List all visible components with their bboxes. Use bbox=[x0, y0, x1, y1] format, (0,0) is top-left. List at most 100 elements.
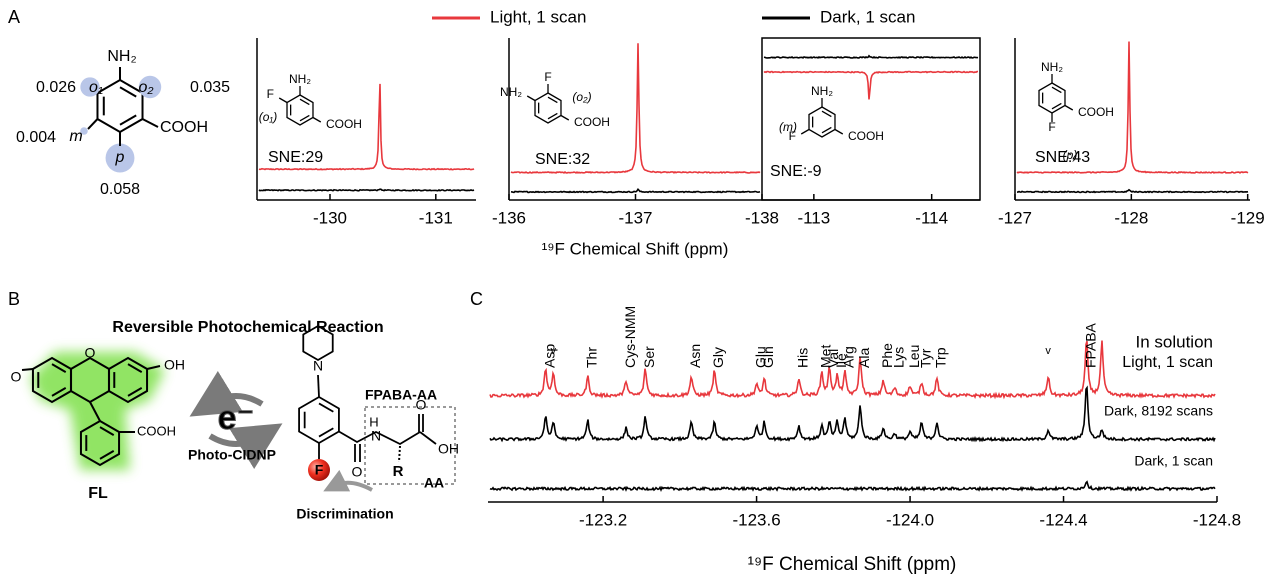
peak-label: Ser bbox=[641, 346, 657, 368]
peak-label: Glu bbox=[752, 346, 768, 368]
residue: R bbox=[393, 463, 404, 480]
site-circle bbox=[105, 143, 135, 173]
site-circle bbox=[138, 75, 162, 99]
panel-label: B bbox=[8, 289, 20, 309]
annotation: SNE:43 bbox=[1035, 149, 1090, 166]
x-tick-label: -123.6 bbox=[732, 510, 780, 529]
atom-label: O bbox=[352, 464, 363, 480]
ring bbox=[302, 324, 334, 362]
spectrum-trace bbox=[489, 340, 1216, 400]
peak-label: Lys bbox=[890, 347, 906, 368]
double-bond bbox=[1051, 102, 1062, 110]
atom-label: NH₂ bbox=[811, 84, 833, 98]
atom-label: COOH bbox=[848, 129, 884, 143]
x-tick-label: -137 bbox=[618, 208, 652, 227]
substituent: NH₂ bbox=[107, 48, 136, 65]
atom-label: COOH bbox=[326, 117, 362, 131]
double-bond bbox=[547, 112, 558, 120]
site-value: 0.004 bbox=[16, 129, 56, 146]
bond bbox=[526, 95, 536, 102]
spectrum-trace bbox=[258, 188, 475, 192]
peak-label: Thr bbox=[583, 347, 599, 368]
panel-label: A bbox=[8, 7, 20, 27]
atom-label: NH₂ bbox=[500, 85, 522, 99]
x-tick-label: -113 bbox=[797, 208, 830, 227]
site-label: o₂ bbox=[139, 79, 154, 96]
atom-label: O bbox=[416, 397, 427, 413]
atom-label: H bbox=[369, 414, 378, 429]
site-circle bbox=[80, 127, 88, 135]
amino-acid-box bbox=[364, 406, 456, 485]
double-bond bbox=[821, 126, 832, 134]
peak-label: Tyr bbox=[917, 348, 933, 368]
ring bbox=[808, 106, 836, 138]
double-bond bbox=[99, 450, 115, 460]
x-tick-label: -131 bbox=[419, 208, 453, 227]
double-bond bbox=[318, 402, 334, 413]
peak-label: Met bbox=[818, 345, 834, 368]
x-tick-label: -124.4 bbox=[1039, 510, 1087, 529]
peak-label: Ile bbox=[833, 353, 849, 368]
double-bond bbox=[299, 98, 310, 106]
arrow bbox=[189, 370, 264, 417]
panel-b-title: Reversible Photochemical Reaction bbox=[112, 319, 383, 336]
atom-label: F bbox=[267, 87, 274, 101]
peak-label: Trp bbox=[933, 347, 949, 368]
double-bond bbox=[51, 363, 67, 373]
site-value: 0.035 bbox=[190, 79, 230, 96]
atom-label: F bbox=[544, 70, 551, 84]
peak-label: Arg bbox=[841, 346, 857, 368]
double-bond bbox=[299, 114, 310, 122]
atom-label: COOH bbox=[1078, 105, 1114, 119]
bond bbox=[560, 114, 570, 121]
atom-label: O bbox=[11, 369, 22, 385]
atom-label: N bbox=[371, 428, 381, 444]
bond bbox=[800, 128, 810, 135]
process-label: Photo-CIDNP bbox=[188, 447, 276, 463]
electron: e⁻ bbox=[218, 399, 255, 437]
atom-label: O bbox=[85, 345, 96, 361]
peak-label: Asn bbox=[687, 344, 703, 368]
bond bbox=[142, 118, 159, 128]
x-tick-label: -123.2 bbox=[579, 510, 627, 529]
spectrum-trace bbox=[763, 70, 978, 100]
peak-label: Gly bbox=[710, 347, 726, 368]
bond bbox=[278, 97, 288, 104]
substituent: COOH bbox=[160, 119, 208, 136]
x-axis-title: ¹⁹F Chemical Shift (ppm) bbox=[748, 554, 957, 575]
atom-label: F bbox=[789, 129, 796, 143]
peak-label: Asp bbox=[541, 344, 557, 368]
bond bbox=[338, 430, 421, 446]
spectrum-trace bbox=[763, 54, 979, 59]
peak-label: Val bbox=[825, 349, 841, 368]
site-label: p bbox=[115, 149, 125, 166]
series-label: Dark, 8192 scans bbox=[1104, 403, 1213, 419]
x-axis-title: ¹⁹F Chemical Shift (ppm) bbox=[542, 239, 729, 258]
double-bond bbox=[1051, 86, 1062, 94]
x-tick-label: -114 bbox=[915, 208, 948, 227]
double-bond bbox=[99, 426, 115, 436]
spectrum-trace bbox=[489, 385, 1216, 443]
atom-label: F bbox=[315, 462, 324, 478]
bond bbox=[312, 116, 322, 123]
x-tick-label: -129 bbox=[1231, 208, 1265, 227]
spectrum-trace bbox=[1016, 41, 1249, 174]
atom-label: F bbox=[1048, 120, 1055, 134]
site-value: 0.058 bbox=[100, 181, 140, 198]
double-bond bbox=[127, 363, 143, 373]
x-tick-label: -136 bbox=[492, 208, 526, 227]
peak-label: Gln bbox=[760, 346, 776, 368]
series-label: Dark, 1 scan bbox=[1134, 453, 1213, 469]
double-bond bbox=[547, 96, 558, 104]
annotation: SNE:-9 bbox=[770, 163, 822, 180]
compound-name: FL bbox=[88, 485, 108, 502]
double-bond bbox=[821, 110, 832, 118]
series-label: Light, 1 scan bbox=[1122, 354, 1213, 371]
annotation: SNE:32 bbox=[535, 151, 590, 168]
legend-label: Light, 1 scan bbox=[490, 7, 586, 26]
peak-label: Cys-NMM bbox=[622, 306, 638, 368]
bond bbox=[146, 365, 161, 370]
site-label: o₁ bbox=[89, 79, 103, 96]
arrow bbox=[323, 469, 373, 492]
site-label: (p) bbox=[1063, 148, 1078, 162]
